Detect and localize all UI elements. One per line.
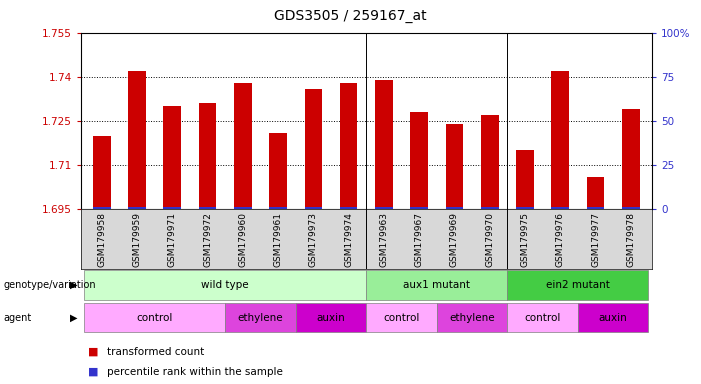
Bar xyxy=(410,207,428,209)
Text: GSM179974: GSM179974 xyxy=(344,212,353,266)
Bar xyxy=(375,207,393,209)
Text: ▶: ▶ xyxy=(69,280,77,290)
Bar xyxy=(199,103,217,209)
Bar xyxy=(269,133,287,209)
Text: GSM179975: GSM179975 xyxy=(520,212,529,266)
Text: auxin: auxin xyxy=(599,313,627,323)
Bar xyxy=(84,303,225,333)
Bar xyxy=(366,270,508,300)
Text: GSM179969: GSM179969 xyxy=(450,212,459,266)
Text: GSM179967: GSM179967 xyxy=(415,212,423,266)
Text: GSM179958: GSM179958 xyxy=(97,212,107,266)
Bar xyxy=(516,207,533,209)
Text: GSM179960: GSM179960 xyxy=(238,212,247,266)
Text: aux1 mutant: aux1 mutant xyxy=(403,280,470,290)
Text: GSM179961: GSM179961 xyxy=(273,212,283,266)
Bar xyxy=(93,207,111,209)
Bar xyxy=(578,303,648,333)
Bar xyxy=(622,207,639,209)
Text: ▶: ▶ xyxy=(69,313,77,323)
Bar xyxy=(552,207,569,209)
Text: GSM179971: GSM179971 xyxy=(168,212,177,266)
Text: genotype/variation: genotype/variation xyxy=(4,280,96,290)
Bar xyxy=(225,303,296,333)
Text: control: control xyxy=(137,313,173,323)
Bar xyxy=(340,83,358,209)
Bar xyxy=(84,270,366,300)
Text: GSM179978: GSM179978 xyxy=(626,212,635,266)
Text: GDS3505 / 259167_at: GDS3505 / 259167_at xyxy=(274,9,427,23)
Bar xyxy=(128,207,146,209)
Text: ■: ■ xyxy=(88,366,98,377)
Bar xyxy=(587,177,604,209)
Bar xyxy=(552,71,569,209)
Text: GSM179973: GSM179973 xyxy=(309,212,318,266)
Text: agent: agent xyxy=(4,313,32,323)
Text: control: control xyxy=(524,313,561,323)
Bar xyxy=(128,71,146,209)
Bar xyxy=(199,207,217,209)
Bar xyxy=(437,303,508,333)
Bar xyxy=(375,80,393,209)
Bar xyxy=(587,207,604,209)
Text: GSM179976: GSM179976 xyxy=(556,212,565,266)
Text: ein2 mutant: ein2 mutant xyxy=(546,280,610,290)
Bar xyxy=(234,207,252,209)
Text: percentile rank within the sample: percentile rank within the sample xyxy=(107,366,283,377)
Text: ■: ■ xyxy=(88,346,98,357)
Bar xyxy=(93,136,111,209)
Text: control: control xyxy=(383,313,420,323)
Bar xyxy=(446,124,463,209)
Text: GSM179963: GSM179963 xyxy=(379,212,388,266)
Text: GSM179977: GSM179977 xyxy=(591,212,600,266)
Bar xyxy=(508,270,648,300)
Text: transformed count: transformed count xyxy=(107,346,205,357)
Text: auxin: auxin xyxy=(317,313,346,323)
Bar xyxy=(622,109,639,209)
Text: wild type: wild type xyxy=(201,280,249,290)
Bar xyxy=(304,207,322,209)
Bar xyxy=(234,83,252,209)
Text: GSM179970: GSM179970 xyxy=(485,212,494,266)
Text: ethylene: ethylene xyxy=(449,313,495,323)
Bar xyxy=(163,106,181,209)
Text: GSM179972: GSM179972 xyxy=(203,212,212,266)
Bar xyxy=(481,115,498,209)
Bar xyxy=(481,207,498,209)
Bar xyxy=(296,303,366,333)
Bar xyxy=(304,89,322,209)
Bar xyxy=(163,207,181,209)
Bar xyxy=(446,207,463,209)
Bar xyxy=(340,207,358,209)
Bar xyxy=(269,207,287,209)
Text: ethylene: ethylene xyxy=(238,313,283,323)
Text: GSM179959: GSM179959 xyxy=(132,212,142,266)
Bar xyxy=(366,303,437,333)
Bar xyxy=(516,151,533,209)
Bar xyxy=(410,112,428,209)
Bar xyxy=(508,303,578,333)
